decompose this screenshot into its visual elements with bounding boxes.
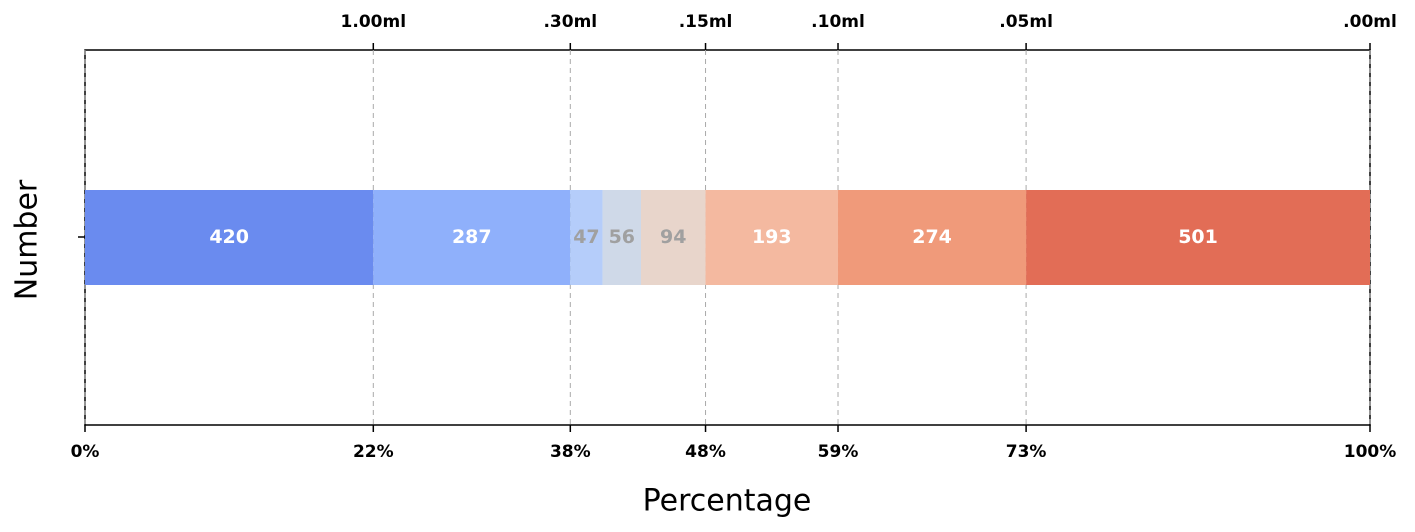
value-label: 501 [1178,226,1218,248]
bar-segment [1026,190,1370,285]
x-tick-label: 0% [71,442,100,462]
value-label: 420 [209,226,249,248]
x2-tick-label: .15ml [679,12,733,32]
bar-segment [705,190,839,285]
bar-segment [602,190,642,285]
y-axis-label: Number [10,179,45,300]
bar-segment [838,190,1027,285]
x-tick-label: 22% [353,442,394,462]
value-label: 274 [912,226,952,248]
bar-segment [373,190,571,285]
x-tick-label: 48% [685,442,726,462]
x-tick-label: 100% [1344,442,1397,462]
x-tick-label: 38% [550,442,591,462]
x-axis-label: Percentage [643,484,812,519]
value-label: 193 [752,226,792,248]
bar-segment [570,190,603,285]
x2-tick-label: .10ml [811,12,865,32]
x2-tick-label: .00ml [1343,12,1397,32]
x2-tick-label: .30ml [543,12,597,32]
bar-segment [641,190,706,285]
x-tick-label: 59% [818,442,859,462]
x2-tick-label: .05ml [999,12,1053,32]
value-label: 94 [660,226,686,248]
bar-segment [85,190,374,285]
value-label: 56 [609,226,635,248]
value-label: 47 [573,226,599,248]
value-label: 287 [452,226,492,248]
x2-tick-label: 1.00ml [341,12,407,32]
x-tick-label: 73% [1006,442,1047,462]
